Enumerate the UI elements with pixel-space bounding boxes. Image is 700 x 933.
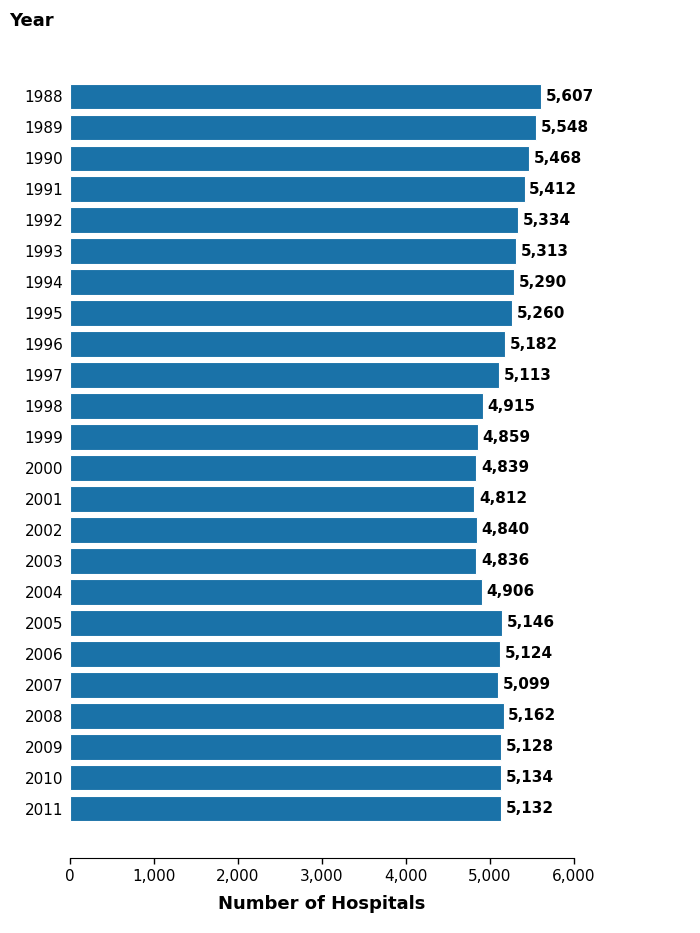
Bar	[70, 425, 478, 450]
Text: 5,468: 5,468	[534, 151, 582, 166]
Bar	[70, 239, 517, 264]
Text: 4,859: 4,859	[483, 429, 531, 444]
Text: 5,334: 5,334	[523, 213, 570, 228]
Text: 5,290: 5,290	[519, 274, 567, 289]
X-axis label: Number of Hospitals: Number of Hospitals	[218, 895, 426, 912]
Bar	[70, 331, 505, 356]
Bar	[70, 270, 514, 295]
Text: 5,113: 5,113	[504, 368, 552, 383]
Text: 5,260: 5,260	[517, 306, 565, 321]
Bar	[70, 796, 501, 821]
Text: 4,836: 4,836	[481, 553, 529, 568]
Text: 5,134: 5,134	[506, 771, 554, 786]
Bar	[70, 610, 503, 635]
Bar	[70, 486, 474, 511]
Text: 5,128: 5,128	[505, 739, 554, 754]
Bar	[70, 394, 483, 419]
Text: 4,906: 4,906	[486, 584, 535, 599]
Bar	[70, 146, 529, 171]
Text: 5,607: 5,607	[545, 89, 594, 104]
Bar	[70, 115, 536, 140]
Bar	[70, 765, 501, 790]
Text: 5,313: 5,313	[521, 244, 569, 258]
Bar	[70, 207, 518, 233]
Text: 4,915: 4,915	[487, 398, 536, 413]
Bar	[70, 672, 498, 698]
Bar	[70, 549, 476, 574]
Text: 5,146: 5,146	[507, 616, 555, 631]
Bar	[70, 641, 500, 666]
Text: 5,132: 5,132	[505, 801, 554, 816]
Bar	[70, 703, 503, 729]
Text: 5,124: 5,124	[505, 647, 553, 661]
Bar	[70, 455, 477, 480]
Text: 4,840: 4,840	[481, 522, 529, 537]
Bar	[70, 84, 541, 109]
Bar	[70, 362, 500, 388]
Text: 5,182: 5,182	[510, 337, 558, 352]
Bar	[70, 734, 500, 759]
Bar	[70, 300, 512, 326]
Bar	[70, 579, 482, 605]
Text: Year: Year	[10, 12, 54, 31]
Text: 5,412: 5,412	[529, 182, 578, 197]
Text: 5,162: 5,162	[508, 708, 556, 723]
Text: 5,099: 5,099	[503, 677, 551, 692]
Text: 4,812: 4,812	[479, 492, 527, 507]
Bar	[70, 517, 477, 543]
Text: 5,548: 5,548	[540, 119, 589, 134]
Bar	[70, 176, 524, 202]
Text: 4,839: 4,839	[481, 461, 529, 476]
